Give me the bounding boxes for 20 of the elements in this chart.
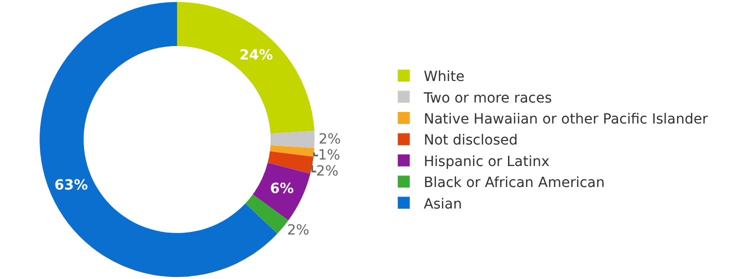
legend-label: Black or African American	[424, 175, 605, 192]
legend-label: Asian	[424, 196, 462, 212]
donut-slice	[270, 145, 314, 157]
donut-slice	[252, 162, 310, 220]
legend-label: Two or more races	[422, 90, 552, 106]
data-label: 63%	[54, 177, 88, 194]
data-label: 2%	[318, 132, 341, 148]
donut-slice	[245, 194, 288, 234]
donut-slice	[270, 130, 315, 148]
donut-slice	[268, 151, 314, 174]
legend-label: Native Hawaiian or other Pacific Islander	[424, 111, 708, 128]
donut-slice	[177, 2, 314, 134]
data-label: 2%	[287, 222, 310, 238]
legend-label: White	[424, 69, 464, 86]
legend-label: Hispanic or Latinx	[424, 154, 550, 170]
data-label: 1%	[318, 148, 340, 164]
legend-label: Not disclosed	[424, 132, 518, 149]
data-label: 24%	[239, 47, 273, 64]
data-label: 2%	[316, 164, 338, 180]
data-label: 6%	[270, 180, 294, 197]
